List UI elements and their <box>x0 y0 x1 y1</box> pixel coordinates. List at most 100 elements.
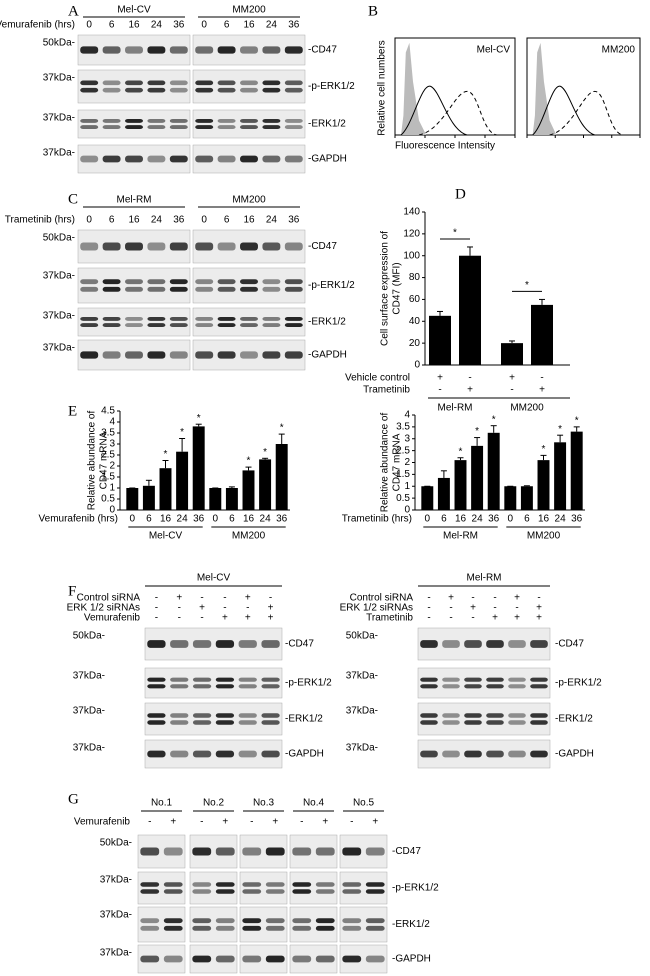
band <box>217 87 236 93</box>
band <box>284 242 303 251</box>
band <box>292 925 312 931</box>
band <box>240 118 258 123</box>
blot <box>339 871 388 905</box>
band <box>262 286 281 292</box>
band <box>464 677 482 682</box>
group-label: MM200 <box>232 195 266 206</box>
protein-label: -ERK1/2 <box>308 119 346 130</box>
band <box>315 918 335 924</box>
condition-sign: + <box>470 603 476 614</box>
blot <box>417 627 551 661</box>
band <box>215 847 235 856</box>
band <box>217 351 236 359</box>
protein-label: -p-ERK1/2 <box>392 883 439 894</box>
group-label: Mel-RM <box>117 195 152 206</box>
significance-star: * <box>263 447 267 458</box>
panel-letter: A <box>68 3 79 19</box>
bar <box>454 460 467 510</box>
condition-sign: + <box>199 603 205 614</box>
band <box>170 750 189 758</box>
bar <box>501 343 523 365</box>
band <box>169 351 188 359</box>
band <box>140 889 160 894</box>
group-label: No.2 <box>203 798 225 809</box>
condition-sign: - <box>269 593 272 604</box>
band <box>170 684 189 689</box>
band <box>102 125 121 130</box>
condition-sign: - <box>155 613 158 624</box>
band <box>147 316 166 321</box>
band <box>125 316 143 321</box>
band <box>284 125 303 130</box>
band <box>420 750 438 758</box>
band <box>192 713 212 718</box>
band <box>342 847 362 856</box>
condition-sign: + <box>536 613 542 624</box>
blot <box>417 667 551 699</box>
band <box>486 684 504 689</box>
time-label: 0 <box>201 20 207 31</box>
band <box>147 684 166 689</box>
band <box>242 889 262 894</box>
band <box>195 316 214 321</box>
band <box>102 118 121 123</box>
band <box>262 316 281 321</box>
y-axis-label: Relative abundance of <box>87 411 98 511</box>
band <box>80 279 99 285</box>
condition-sign: - <box>246 603 249 614</box>
band <box>242 925 262 931</box>
kda-marker: 37kDa- <box>43 311 75 322</box>
significance-star: * <box>459 446 463 457</box>
band <box>80 125 99 130</box>
treatment-sign: - <box>438 385 441 396</box>
band <box>342 925 362 931</box>
group-label: MM200 <box>510 403 544 414</box>
band <box>195 351 214 359</box>
bar <box>504 486 517 510</box>
treatment-sign: - <box>250 817 253 828</box>
condition-sign: + <box>514 593 520 604</box>
band <box>284 351 303 359</box>
x-tick-label: 36 <box>193 514 205 525</box>
treatment-sign: + <box>539 385 545 396</box>
kda-marker: 37kDa- <box>346 743 378 754</box>
bar <box>520 486 533 510</box>
kda-marker: 37kDa- <box>43 148 75 159</box>
significance-star: * <box>280 423 284 434</box>
kda-marker: 50kDa- <box>346 631 378 642</box>
time-label: 24 <box>151 20 163 31</box>
time-label: 36 <box>173 20 185 31</box>
treatment-sign: + <box>272 817 278 828</box>
band <box>315 955 335 963</box>
band <box>464 640 482 648</box>
condition-sign: + <box>492 613 498 624</box>
time-label: 36 <box>288 20 300 31</box>
band <box>169 242 188 251</box>
time-label: 16 <box>243 215 255 226</box>
band <box>217 316 236 321</box>
x-tick-label: 0 <box>213 514 219 525</box>
treatment-sign: - <box>350 817 353 828</box>
condition-sign: - <box>427 593 430 604</box>
band <box>262 155 281 163</box>
blot <box>417 702 551 736</box>
band <box>140 925 160 931</box>
band <box>125 155 143 163</box>
time-label: 36 <box>288 215 300 226</box>
band <box>261 720 280 725</box>
band <box>192 677 212 682</box>
band <box>102 351 121 359</box>
treated-curve <box>418 90 498 136</box>
band <box>262 279 281 285</box>
band <box>147 720 166 725</box>
kda-marker: 37kDa- <box>100 875 132 886</box>
y-tick-label: 0 <box>109 505 115 516</box>
band <box>342 882 362 887</box>
band <box>292 955 312 963</box>
band <box>140 847 160 856</box>
band <box>464 720 482 725</box>
blot <box>189 871 238 905</box>
kda-marker: 37kDa- <box>73 743 105 754</box>
band <box>365 889 385 894</box>
band <box>192 750 212 758</box>
